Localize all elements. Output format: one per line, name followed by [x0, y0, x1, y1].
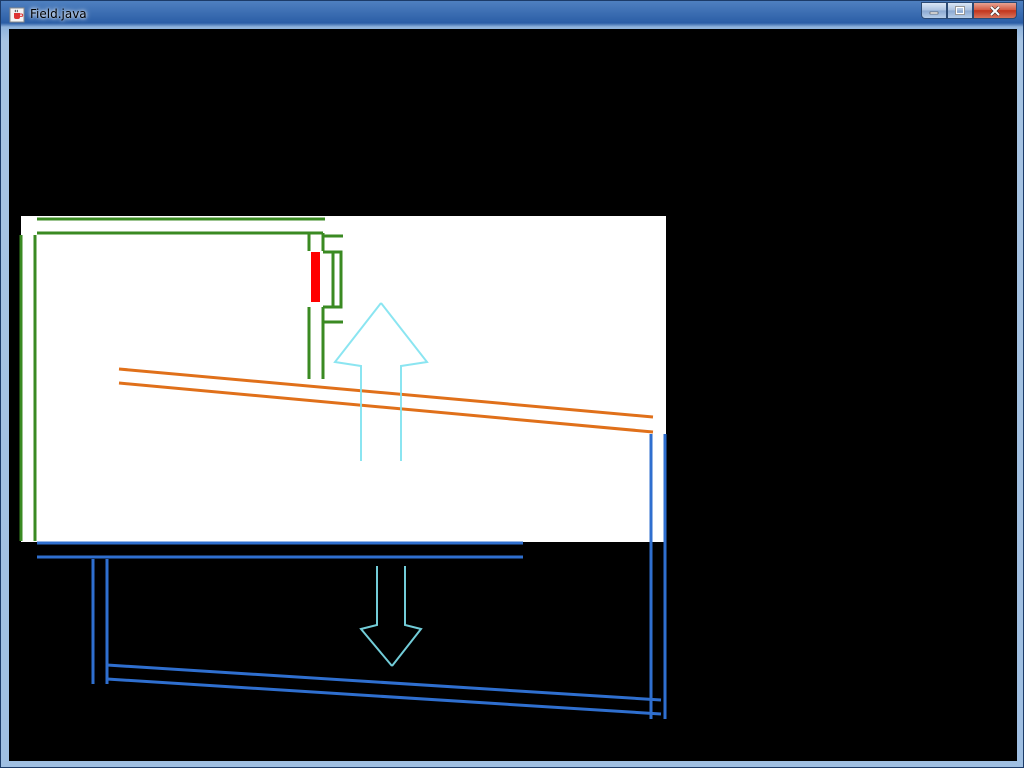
down-arrow-left-edge: [359, 566, 393, 667]
blue-walls: [37, 434, 667, 719]
java-cup-icon: [9, 7, 25, 23]
orange-rails: [118, 367, 654, 434]
blue-slope-lower: [106, 677, 662, 716]
title-bar[interactable]: Field.java: [1, 1, 1023, 28]
up-arrow-right-edge: [380, 302, 429, 461]
orange-rail-lower: [118, 381, 654, 434]
down-arrow-icon: [359, 566, 423, 667]
window-controls: [921, 2, 1017, 20]
close-button[interactable]: [973, 2, 1017, 19]
down-arrow-right-edge: [391, 566, 423, 667]
blue-slope-upper: [106, 663, 662, 702]
green-walls: [19, 217, 343, 541]
maximize-button[interactable]: [947, 2, 973, 19]
field-panel: [21, 216, 666, 542]
red-block: [311, 252, 320, 302]
window-title: Field.java: [30, 7, 87, 21]
up-arrow-icon: [333, 302, 429, 461]
field-drawing: [19, 216, 667, 719]
close-icon: [989, 5, 1001, 16]
field-canvas[interactable]: [9, 29, 1017, 761]
maximize-icon: [955, 6, 965, 15]
orange-rail-upper: [118, 367, 654, 419]
minimize-button[interactable]: [921, 2, 947, 19]
green-gate-bracket: [323, 234, 343, 324]
up-arrow-left-edge: [333, 302, 382, 461]
minimize-icon: [929, 11, 939, 14]
